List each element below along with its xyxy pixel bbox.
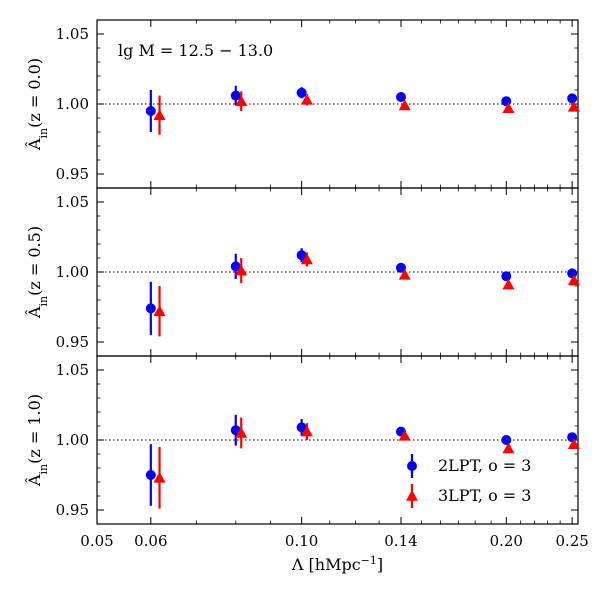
panel-2: 0.95 1.00 1.05 Âin(z = 0.5) bbox=[24, 187, 580, 357]
data-point-3lpt bbox=[502, 278, 515, 290]
data-point-2lpt bbox=[567, 93, 578, 104]
y-tick-label: 1.05 bbox=[56, 193, 89, 211]
data-point-3lpt bbox=[567, 274, 580, 286]
data-point-3lpt bbox=[153, 305, 166, 316]
data-point-3lpt bbox=[235, 264, 248, 276]
data-point-2lpt bbox=[296, 422, 307, 433]
x-tick-label: 0.20 bbox=[490, 532, 523, 550]
data-point-2lpt bbox=[230, 261, 241, 272]
y-tick-label: 0.95 bbox=[56, 501, 89, 519]
data-point-3lpt bbox=[300, 425, 313, 437]
x-tick-label: 0.14 bbox=[384, 532, 417, 550]
y-tick-label: 1.00 bbox=[56, 431, 89, 449]
panel-1: 0.95 1.00 1.05 Âin(z = 0.0) bbox=[24, 19, 580, 189]
data-point-2lpt bbox=[145, 303, 156, 314]
y-tick-label: 1.00 bbox=[56, 263, 89, 281]
mass-bin-annotation: lg M = 12.5 − 13.0 bbox=[118, 41, 273, 60]
data-point-2lpt bbox=[145, 470, 156, 480]
y-tick-label: 0.95 bbox=[56, 333, 89, 351]
legend-label: 2LPT, o = 3 bbox=[438, 456, 531, 475]
panels: 0.95 1.00 1.05 Âin(z = 0.0) 0.95 1.00 1.05 Âin(… bbox=[24, 19, 580, 525]
data-point-2lpt bbox=[501, 435, 512, 445]
data-point-3lpt bbox=[502, 102, 515, 113]
data-point-3lpt bbox=[153, 471, 166, 483]
data-point-2lpt bbox=[501, 271, 512, 282]
data-point-3lpt bbox=[300, 253, 313, 265]
data-point-3lpt bbox=[235, 427, 248, 438]
data-point-3lpt bbox=[153, 109, 166, 120]
data-point-3lpt bbox=[398, 99, 411, 111]
data-point-3lpt bbox=[502, 442, 515, 454]
data-point-2lpt bbox=[145, 106, 156, 116]
data-point-2lpt bbox=[230, 90, 241, 101]
y-tick-label: 1.00 bbox=[56, 95, 89, 113]
y-tick-label: 1.05 bbox=[56, 25, 89, 43]
data-point-3lpt bbox=[567, 100, 580, 112]
data-point-3lpt bbox=[567, 438, 580, 449]
data-point-2lpt bbox=[296, 250, 307, 261]
y-axis-title: Âin(z = 1.0) bbox=[24, 394, 50, 487]
y-tick-label: 1.05 bbox=[56, 361, 89, 379]
legend-label: 3LPT, o = 3 bbox=[438, 486, 531, 505]
x-tick-label: 0.25 bbox=[555, 532, 588, 550]
y-axis-title: Âin(z = 0.5) bbox=[24, 226, 50, 319]
x-axis: 0.05 0.06 0.10 0.14 0.20 0.25 bbox=[80, 532, 589, 550]
data-point-2lpt bbox=[395, 92, 406, 102]
data-point-2lpt bbox=[395, 262, 406, 273]
y-tick-label: 0.95 bbox=[56, 165, 89, 183]
data-point-3lpt bbox=[300, 93, 313, 105]
legend-marker-triangle bbox=[406, 490, 418, 501]
x-tick-label: 0.10 bbox=[285, 532, 318, 550]
y-axis-title: Âin(z = 0.0) bbox=[24, 58, 50, 151]
data-point-3lpt bbox=[398, 268, 411, 280]
data-point-3lpt bbox=[235, 95, 248, 106]
legend-marker-circle bbox=[407, 461, 417, 471]
data-point-2lpt bbox=[567, 432, 578, 443]
panel-3: 0.95 1.00 1.05 Âin(z = 1.0) bbox=[24, 355, 580, 525]
x-axis-title: Λ [hMpc−1] bbox=[291, 554, 383, 575]
legend: 2LPT, o = 3 3LPT, o = 3 bbox=[406, 454, 531, 508]
x-tick-label: 0.05 bbox=[80, 532, 113, 550]
data-point-2lpt bbox=[567, 268, 578, 279]
data-point-2lpt bbox=[296, 87, 307, 98]
x-tick-label: 0.06 bbox=[134, 532, 167, 550]
data-point-3lpt bbox=[398, 429, 411, 441]
